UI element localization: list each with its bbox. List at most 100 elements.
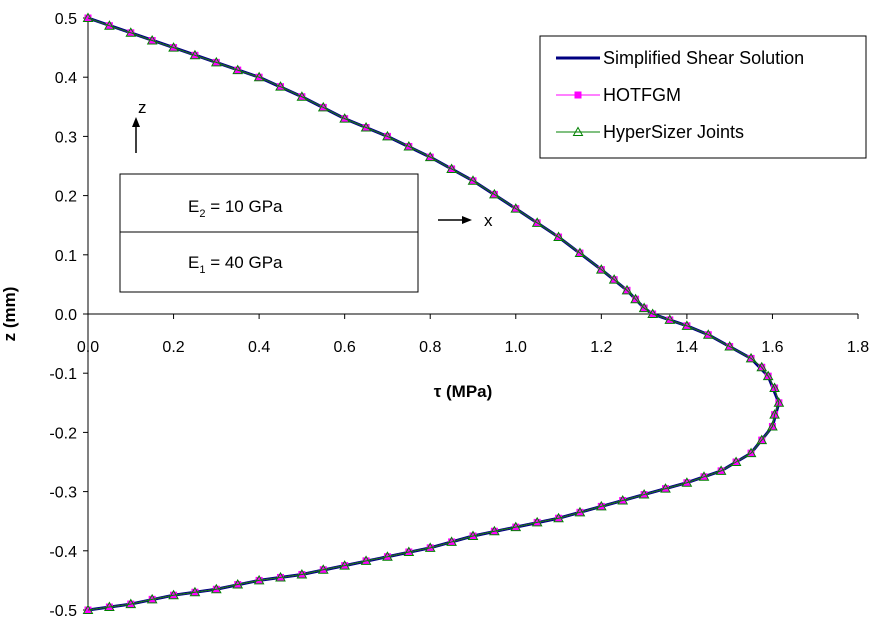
series-point-2 xyxy=(360,122,372,132)
series-point-2 xyxy=(210,583,222,594)
x-tick-label: 0.2 xyxy=(162,339,184,356)
legend-box xyxy=(539,35,867,159)
series-point-2 xyxy=(467,530,479,540)
series-point-2 xyxy=(446,163,457,173)
x-tick-label: 0.6 xyxy=(334,339,356,356)
y-tick-label: -0.1 xyxy=(49,366,77,383)
series-point-2 xyxy=(125,598,137,609)
series-point-2 xyxy=(745,447,757,458)
x-tick-label: 1.4 xyxy=(676,339,698,356)
inset-x-label: x xyxy=(484,211,493,230)
series-point-2 xyxy=(339,560,351,570)
y-tick-labels: 0.5 0.4 0.3 0.2 0.1 0.0 -0.1 -0.2 -0.3 -0.4 -0.5 xyxy=(49,11,77,620)
legend-marker-1 xyxy=(574,91,582,99)
series-point-2 xyxy=(339,113,351,123)
y-tick-label: -0.5 xyxy=(49,603,77,620)
y-tick-label: 0.4 xyxy=(55,70,77,87)
series-point-2 xyxy=(82,604,94,614)
series-point-2 xyxy=(403,140,415,151)
series-point-2 xyxy=(146,593,158,604)
series-point-2 xyxy=(317,101,329,112)
x-arrow-head xyxy=(462,216,472,224)
series-point-2 xyxy=(253,574,265,585)
series-point-2 xyxy=(773,397,785,407)
series-point-2 xyxy=(762,370,774,381)
series-point-2 xyxy=(553,512,564,523)
series-point-2 xyxy=(317,564,329,574)
y-tick-label: 0.1 xyxy=(55,248,77,265)
series-point-2 xyxy=(296,91,308,101)
series-point-2 xyxy=(168,589,179,600)
y-tick-marks xyxy=(83,17,88,611)
series-point-2 xyxy=(730,456,742,466)
y-tick-label: 0.3 xyxy=(55,129,77,146)
y-axis-title: z (mm) xyxy=(0,287,19,342)
x-tick-marks xyxy=(87,314,859,319)
y-tick-label: 0.0 xyxy=(55,307,77,324)
y-tick-label: 0.2 xyxy=(55,189,77,206)
layer-bottom-box xyxy=(119,231,419,293)
series-point-2 xyxy=(531,217,543,227)
series-point-2 xyxy=(104,601,115,612)
legend-entry-2: HyperSizer Joints xyxy=(556,122,744,142)
series-point-2 xyxy=(595,264,607,274)
legend-entry-1: HOTFGM xyxy=(556,85,681,105)
series-point-2 xyxy=(664,314,676,324)
x-tick-label: 1.6 xyxy=(761,339,783,356)
series-point-2 xyxy=(531,516,543,527)
series-point-2 xyxy=(724,341,736,351)
series-point-2 xyxy=(489,525,500,536)
x-tick-label: 0.0 xyxy=(77,339,99,356)
series-point-2 xyxy=(382,551,393,561)
series-point-2 xyxy=(681,477,693,487)
series-point-2 xyxy=(745,352,757,363)
series-point-2 xyxy=(630,293,641,304)
legend: Simplified Shear Solution HOTFGM HyperSize… xyxy=(539,35,867,159)
y-tick-label: -0.3 xyxy=(49,485,77,502)
series-point-2 xyxy=(702,329,714,339)
x-tick-labels: 0.0 0.2 0.4 0.6 0.8 1.0 1.2 1.4 1.6 1.8 xyxy=(77,339,869,356)
series-point-2 xyxy=(617,494,629,505)
series-point-2 xyxy=(210,56,222,67)
series-point-2 xyxy=(489,188,500,199)
series-line-2 xyxy=(87,17,780,611)
series-point-2 xyxy=(168,42,179,52)
series-point-2 xyxy=(574,247,586,258)
x-tick-label: 1.8 xyxy=(847,339,869,356)
inset-z-label: z xyxy=(138,98,147,117)
y-tick-label: -0.4 xyxy=(49,544,77,561)
series-point-2 xyxy=(360,555,372,565)
series-point-2 xyxy=(104,20,115,30)
y-tick-label: -0.2 xyxy=(49,425,77,442)
series-point-2 xyxy=(698,471,710,481)
x-tick-label: 1.0 xyxy=(505,339,527,356)
series-point-2 xyxy=(296,568,308,579)
series-point-2 xyxy=(608,274,620,284)
series-point-2 xyxy=(189,49,201,60)
series-point-2 xyxy=(769,409,780,419)
series-point-2 xyxy=(553,231,564,242)
series-point-2 xyxy=(621,284,633,295)
series-point-2 xyxy=(424,542,436,552)
series-point-2 xyxy=(382,130,393,141)
series-point-2 xyxy=(275,81,286,91)
series-point-2 xyxy=(715,465,727,475)
series-point-2 xyxy=(595,500,607,511)
series-point-2 xyxy=(574,506,586,517)
series-point-2 xyxy=(125,27,137,37)
legend-label-2: HyperSizer Joints xyxy=(603,122,744,142)
series-point-2 xyxy=(510,203,522,213)
layer-top-label: E2 = 10 GPa xyxy=(188,197,283,220)
inset-diagram: z E2 = 10 GPa E1 = 40 GPa x xyxy=(119,98,493,293)
layer-bottom-label: E1 = 40 GPa xyxy=(188,253,283,276)
series-point-2 xyxy=(446,536,457,546)
series-point-2 xyxy=(756,361,768,372)
series-point-2 xyxy=(189,586,201,597)
series-layer xyxy=(82,12,785,614)
series-point-2 xyxy=(146,34,158,45)
series-point-2 xyxy=(510,521,522,532)
series-point-2 xyxy=(82,12,94,22)
series-point-2 xyxy=(275,571,286,582)
series-point-2 xyxy=(638,489,650,499)
